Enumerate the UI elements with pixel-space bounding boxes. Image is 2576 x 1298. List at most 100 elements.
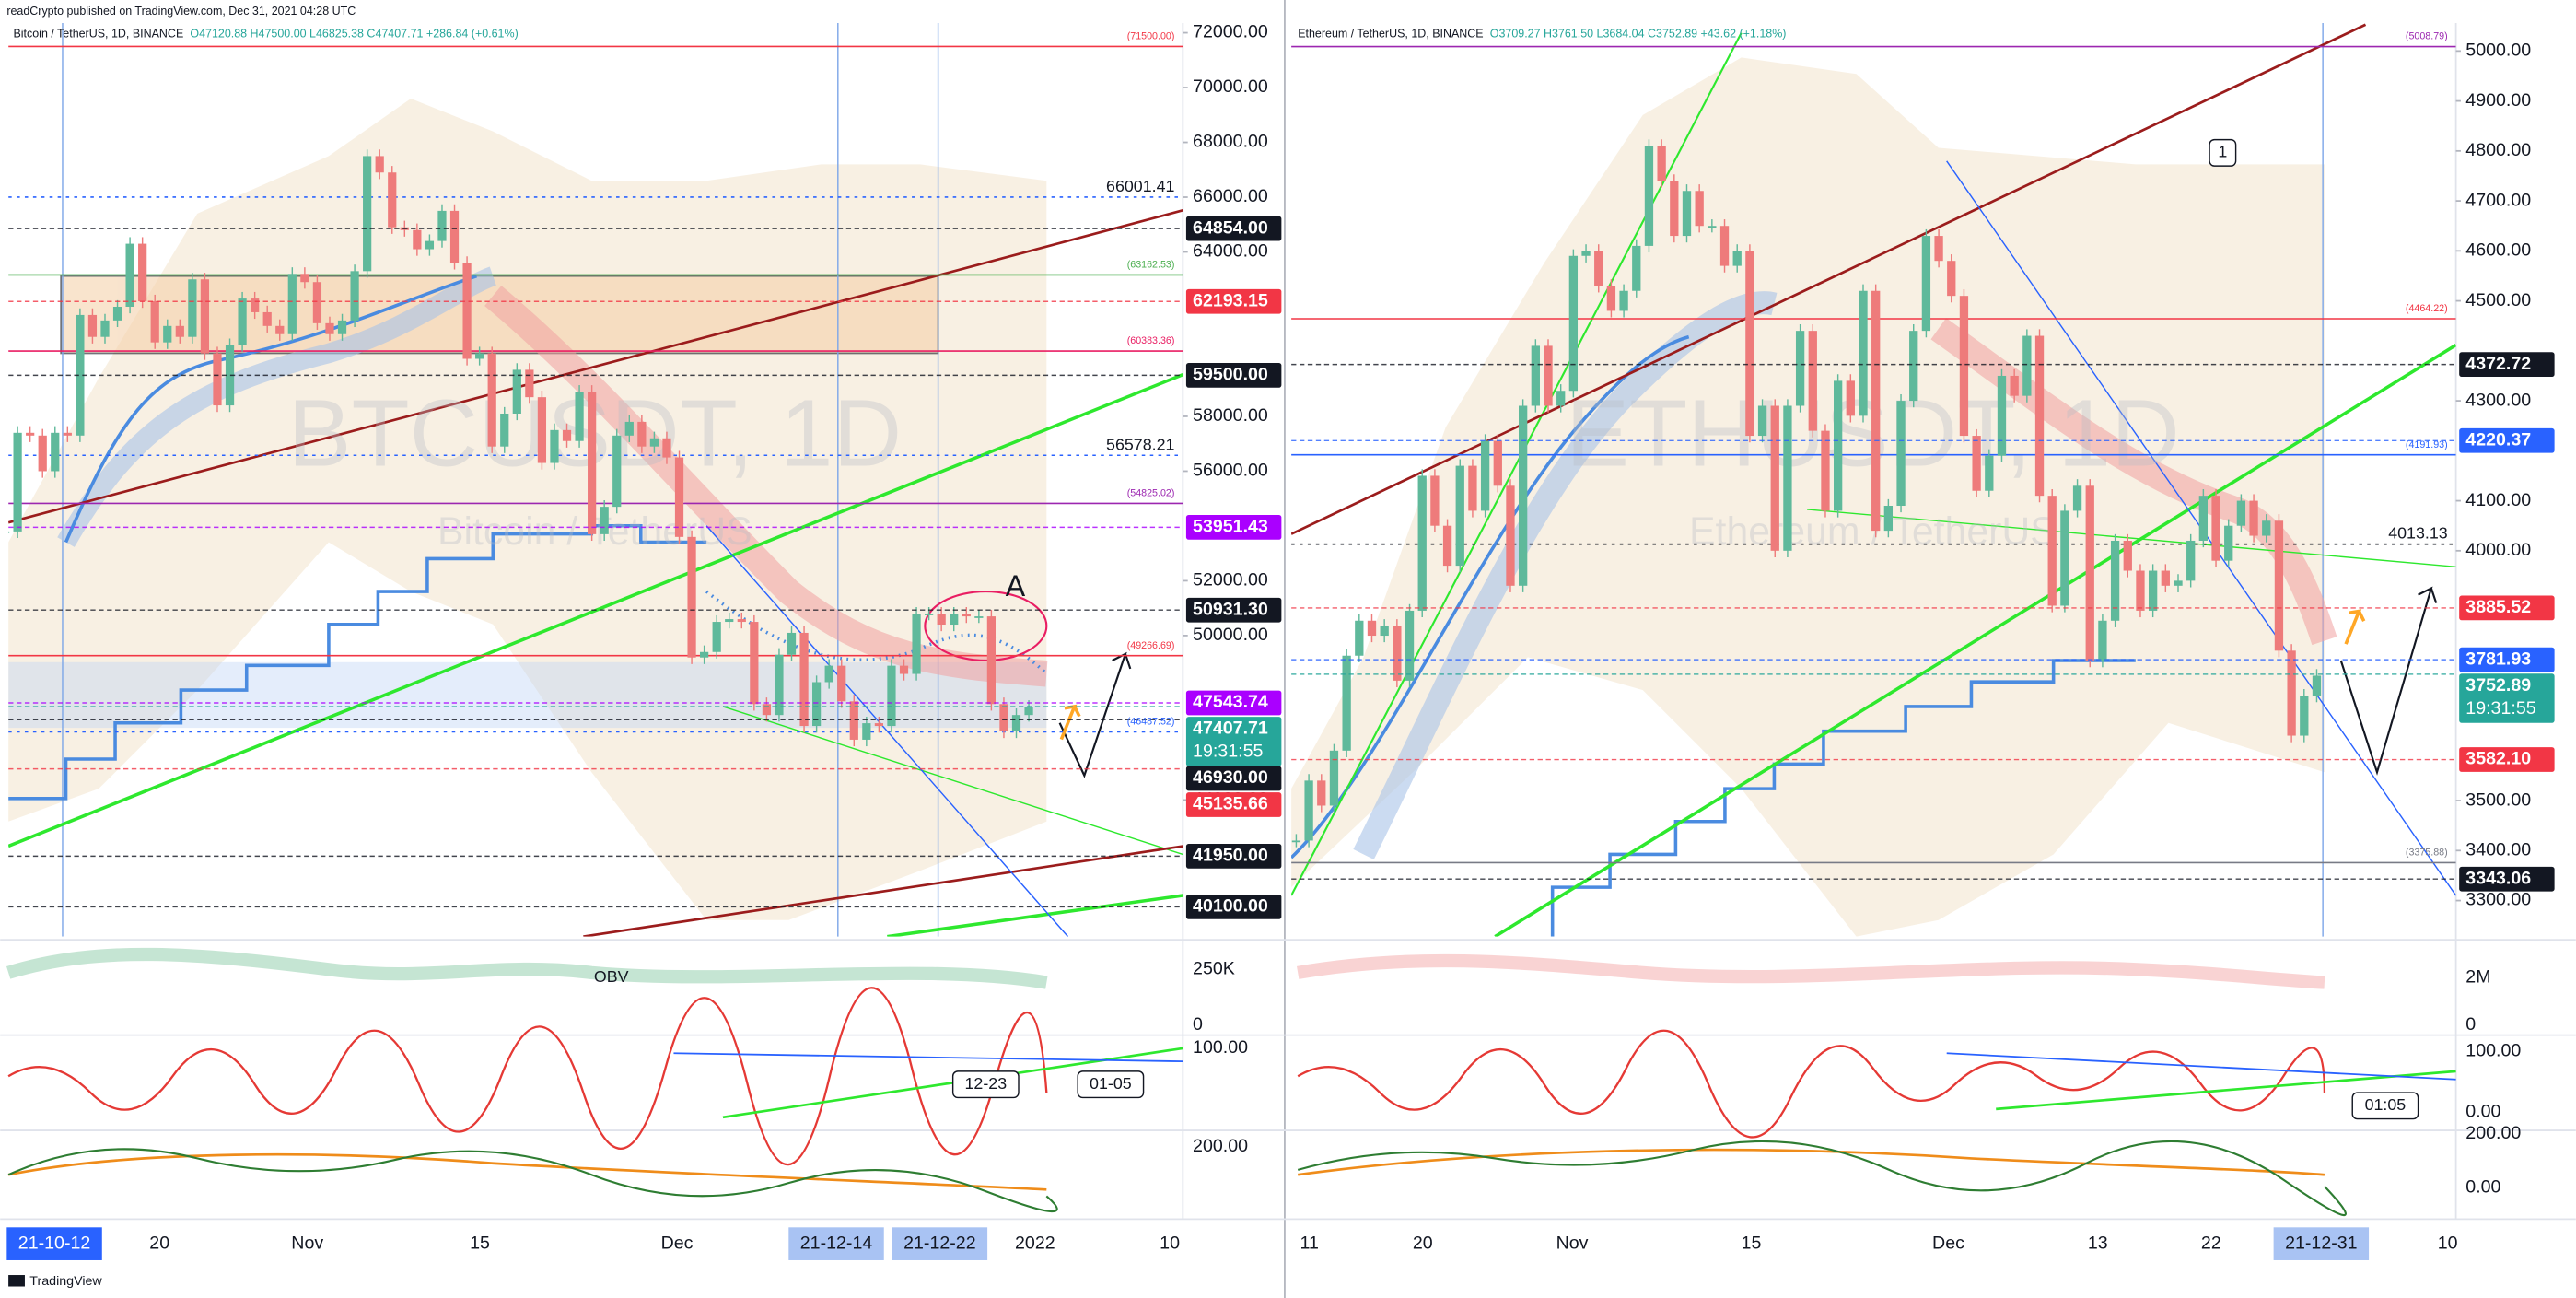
sub-axis-label: 0 xyxy=(1193,1014,1203,1035)
candle xyxy=(38,435,47,472)
arrow xyxy=(1059,704,1081,741)
trendline xyxy=(1946,1052,2456,1081)
candle xyxy=(674,457,684,537)
candle xyxy=(1757,405,1767,437)
candle xyxy=(1821,430,1830,511)
candle xyxy=(712,622,721,652)
x-tick-label: 10 xyxy=(1160,1233,1180,1253)
sub-axis-label: 0.00 xyxy=(2465,1102,2500,1122)
candle xyxy=(925,614,934,615)
level-label: (71500.00) xyxy=(1127,31,1175,42)
oscillator xyxy=(7,987,1048,1166)
price-tag xyxy=(1185,515,1282,540)
candle xyxy=(575,392,584,441)
candle xyxy=(912,614,921,674)
candle xyxy=(562,429,572,441)
level-label: (3375.88) xyxy=(2406,848,2448,859)
candle xyxy=(388,172,397,228)
price-tag-label: 3885.52 xyxy=(2465,597,2531,617)
candle xyxy=(138,243,147,302)
price-tag xyxy=(1185,597,1282,623)
candle xyxy=(1985,455,1994,491)
x-tick-label: 21-12-14 xyxy=(800,1233,873,1253)
obv-band xyxy=(6,947,1048,989)
price-tag-label: 53951.43 xyxy=(1193,517,1268,537)
trendline xyxy=(673,1052,1183,1063)
price-tag xyxy=(2459,866,2555,892)
candle xyxy=(1846,380,1855,416)
candle xyxy=(238,298,247,345)
candle xyxy=(1342,655,1351,751)
note-box xyxy=(2351,1092,2419,1120)
price-tag xyxy=(1185,216,1282,241)
x-tick-label: 20 xyxy=(1413,1233,1433,1253)
candle xyxy=(1430,475,1440,526)
candle xyxy=(1367,620,1377,637)
highlight-ellipse xyxy=(924,591,1048,662)
brand: TradingView xyxy=(29,1274,102,1289)
candle xyxy=(2198,496,2209,541)
level-label: 66001.41 xyxy=(1106,177,1174,195)
candle xyxy=(1795,331,1805,406)
candle xyxy=(2022,335,2032,396)
candle xyxy=(413,229,422,250)
x-tick-label: 13 xyxy=(2088,1233,2108,1253)
price-tag xyxy=(2459,427,2555,453)
candle xyxy=(1393,626,1402,681)
candle xyxy=(725,619,734,623)
candle xyxy=(2287,650,2296,736)
candle xyxy=(1468,465,1477,511)
x-tick-label: 21-10-12 xyxy=(18,1233,91,1253)
price-tag xyxy=(2459,647,2555,672)
y-tick-label: 5000.00 xyxy=(2465,41,2531,61)
pane-separators xyxy=(0,22,2576,1221)
y-tick-label: 68000.00 xyxy=(1193,132,1268,152)
symbol-title: Bitcoin / TetherUS, 1D, BINANCE O47120.88… xyxy=(13,28,518,41)
candle xyxy=(2312,675,2322,696)
y-tick-label: 4700.00 xyxy=(2465,190,2531,210)
sub-axis-label: 200.00 xyxy=(1193,1136,1248,1156)
candle xyxy=(1581,251,1591,256)
candle xyxy=(449,210,460,263)
candle xyxy=(1024,707,1033,716)
y-tick-label: 70000.00 xyxy=(1193,76,1268,97)
candle xyxy=(1480,440,1490,511)
candle xyxy=(363,156,372,272)
x-tick-label: 20 xyxy=(149,1233,169,1253)
symbol-title: Ethereum / TetherUS, 1D, BINANCE O3709.27… xyxy=(1298,28,1786,41)
time-highlight xyxy=(788,1227,884,1260)
candle xyxy=(1708,226,1717,228)
candle xyxy=(999,704,1008,732)
trendline xyxy=(1996,1070,2456,1111)
trendline xyxy=(1494,344,2456,937)
candle xyxy=(1594,251,1603,286)
candle xyxy=(837,665,846,702)
sub-axis-label: 100.00 xyxy=(1193,1037,1248,1058)
candle xyxy=(1355,620,1364,656)
candle xyxy=(588,392,597,534)
ema-ribbon xyxy=(57,266,497,547)
candle xyxy=(2047,496,2057,606)
candle xyxy=(2034,335,2045,497)
candle xyxy=(1632,245,1641,291)
candle xyxy=(887,665,896,727)
level-label: (63162.53) xyxy=(1127,260,1175,271)
price-tag xyxy=(2459,352,2555,378)
candle xyxy=(1556,391,1566,406)
candle xyxy=(51,432,60,472)
candle xyxy=(325,322,334,334)
candle xyxy=(63,432,72,436)
price-tag-label: 62193.15 xyxy=(1193,290,1268,310)
candle xyxy=(8,531,10,533)
symbol: Ethereum / TetherUS, 1D, BINANCE xyxy=(1298,28,1483,41)
price-tag-label: 47407.71 xyxy=(1193,719,1268,739)
candle xyxy=(175,325,184,337)
price-tag xyxy=(1185,792,1282,817)
candle xyxy=(125,243,134,307)
note-box xyxy=(2209,138,2237,167)
countdown: 19:31:55 xyxy=(2465,698,2535,719)
candle xyxy=(1909,331,1918,402)
ema-ribbon xyxy=(1353,291,1778,860)
candle xyxy=(1871,290,1881,532)
